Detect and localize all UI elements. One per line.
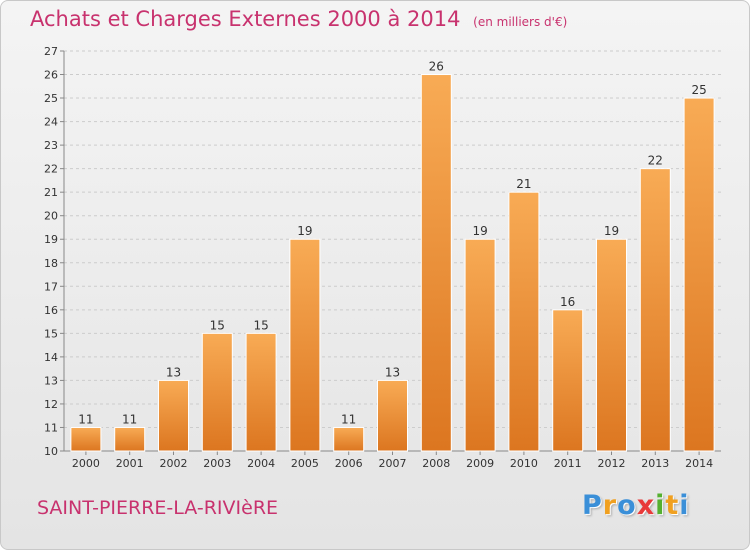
chart-title-text: Achats et Charges Externes 2000 à 2014 <box>30 7 461 31</box>
bar-2013 <box>639 168 671 452</box>
data-label-2012: 19 <box>604 224 619 238</box>
x-tick-labels: 2000 2001 2002 2003 2004 2005 2006 2007 2008 2009… <box>72 457 713 470</box>
bar-2009 <box>464 238 496 452</box>
data-label-2009: 19 <box>472 224 487 238</box>
data-label-2013: 22 <box>648 154 663 168</box>
bars <box>70 74 715 452</box>
logo-letter: i <box>655 490 666 521</box>
x-tick-label: 2012 <box>598 457 626 470</box>
data-label-2003: 15 <box>210 318 225 332</box>
x-tick-label: 2011 <box>554 457 582 470</box>
x-tick-label: 2014 <box>685 457 713 470</box>
chart-title: Achats et Charges Externes 2000 à 2014 (… <box>30 7 567 31</box>
commune-name: SAINT-PIERRE-LA-RIVIèRE <box>37 497 279 519</box>
y-tick-label: 10 <box>44 445 58 458</box>
bar-2006 <box>333 426 365 452</box>
bar-2002 <box>158 379 189 452</box>
bar-2012 <box>596 238 627 452</box>
x-tick-label: 2007 <box>379 457 407 470</box>
y-tick-label: 23 <box>44 139 58 152</box>
data-label-2008: 26 <box>429 60 444 74</box>
data-label-2011: 16 <box>560 295 575 309</box>
x-tick-label: 2006 <box>335 457 363 470</box>
y-tick-label: 14 <box>44 351 58 364</box>
logo-letter: t <box>665 490 680 521</box>
y-tick-label: 16 <box>44 304 58 317</box>
y-tick-label: 24 <box>44 116 58 129</box>
bar-2008 <box>420 74 452 452</box>
data-label-2014: 25 <box>691 83 706 97</box>
y-tick-label: 18 <box>44 257 58 270</box>
bar-2001 <box>114 426 146 452</box>
logo-letter: i <box>679 490 690 521</box>
y-tick-label: 19 <box>44 233 58 246</box>
x-tick-label: 2004 <box>247 457 275 470</box>
bar-2014 <box>683 97 715 452</box>
y-tick-label: 26 <box>44 69 58 82</box>
x-tick-label: 2008 <box>422 457 450 470</box>
data-label-2000: 11 <box>78 412 93 426</box>
data-label-2010: 21 <box>516 177 531 191</box>
data-label-2002: 13 <box>166 365 181 379</box>
x-tick-label: 2013 <box>641 457 669 470</box>
y-tick-label: 25 <box>44 92 58 105</box>
x-tick-label: 2009 <box>466 457 494 470</box>
y-tick-labels: 10 11 12 13 14 15 16 17 18 19 20 21 22 23 24 25 26 27 <box>44 45 58 458</box>
y-tick-label: 12 <box>44 398 58 411</box>
y-tick-label: 11 <box>44 421 58 434</box>
data-label-2006: 11 <box>341 412 356 426</box>
y-tick-label: 27 <box>44 45 58 58</box>
data-labels: 11 11 13 15 15 19 11 13 26 19 21 16 19 22 25 <box>78 60 706 427</box>
y-tick-label: 20 <box>44 210 58 223</box>
data-label-2005: 19 <box>297 224 312 238</box>
x-tick-label: 2005 <box>291 457 319 470</box>
bar-2004 <box>245 332 277 452</box>
bar-2010 <box>508 191 540 452</box>
logo-letter: x <box>636 490 656 521</box>
proxiti-logo[interactable]: Proxiti <box>582 490 690 521</box>
bar-2003 <box>201 332 233 452</box>
bar-2011 <box>552 309 584 452</box>
x-tick-label: 2002 <box>160 457 188 470</box>
logo-letter: P <box>582 490 603 521</box>
data-label-2001: 11 <box>122 412 137 426</box>
x-tick-label: 2001 <box>116 457 144 470</box>
x-tick-label: 2010 <box>510 457 538 470</box>
y-tick-label: 22 <box>44 163 58 176</box>
x-tick-label: 2003 <box>203 457 231 470</box>
chart-subtitle: (en milliers d'€) <box>473 15 568 29</box>
y-tick-label: 21 <box>44 186 58 199</box>
y-tick-label: 15 <box>44 327 58 340</box>
x-tick-label: 2000 <box>72 457 100 470</box>
bar-2000 <box>70 426 102 452</box>
data-label-2007: 13 <box>385 365 400 379</box>
logo-letter: r <box>602 490 618 521</box>
y-tick-label: 13 <box>44 374 58 387</box>
bar-2007 <box>377 379 408 452</box>
logo-letter: o <box>617 490 637 521</box>
y-tick-label: 17 <box>44 280 58 293</box>
bar-2005 <box>289 238 321 452</box>
data-label-2004: 15 <box>253 318 268 332</box>
